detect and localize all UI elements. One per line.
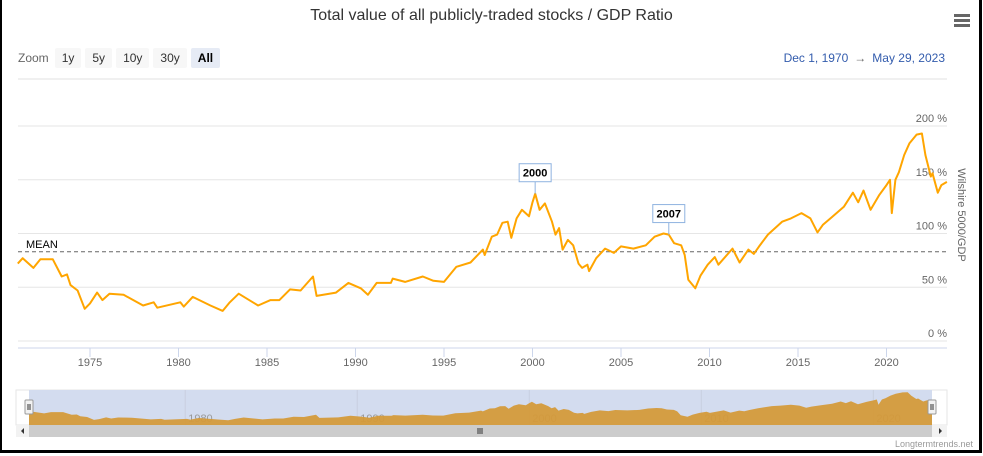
range-arrow: → bbox=[854, 51, 867, 65]
x-tick-label: 2010 bbox=[697, 357, 721, 369]
scroll-right-arrow-icon[interactable] bbox=[939, 428, 942, 434]
y-tick-label: 0 % bbox=[928, 328, 947, 340]
scroll-left-arrow-icon[interactable] bbox=[21, 428, 24, 434]
mean-label: MEAN bbox=[26, 239, 58, 251]
zoom-5y-button[interactable]: 5y bbox=[85, 48, 113, 68]
range-to[interactable]: May 29, 2023 bbox=[872, 51, 945, 65]
x-tick-label: 1985 bbox=[255, 357, 279, 369]
zoom-1y-button[interactable]: 1y bbox=[54, 48, 82, 68]
hamburger-menu-icon[interactable] bbox=[954, 14, 970, 29]
navigator-left-handle[interactable] bbox=[24, 399, 34, 415]
zoom-label: Zoom bbox=[18, 51, 49, 65]
zoom-30y-button[interactable]: 30y bbox=[153, 48, 187, 68]
annotation-label: 2007 bbox=[657, 209, 681, 221]
credit-link[interactable]: Longtermtrends.net bbox=[894, 439, 973, 449]
y-axis-title: Wilshire 5000/GDP bbox=[955, 168, 967, 262]
y-tick-label: 200 % bbox=[916, 113, 947, 125]
y-tick-label: 100 % bbox=[916, 221, 947, 233]
x-tick-label: 1995 bbox=[432, 357, 456, 369]
range-from[interactable]: Dec 1, 1970 bbox=[783, 51, 849, 65]
zoom-controls: Zoom 1y 5y 10y 30y All bbox=[18, 48, 224, 68]
zoom-10y-button[interactable]: 10y bbox=[116, 48, 150, 68]
navigator-right-handle[interactable] bbox=[927, 399, 937, 415]
y-tick-label: 50 % bbox=[922, 274, 947, 286]
x-tick-label: 1975 bbox=[78, 357, 102, 369]
series-line-wilshire-gdp bbox=[17, 132, 948, 312]
chart-title: Total value of all publicly-traded stock… bbox=[310, 7, 673, 24]
y-tick-label: 150 % bbox=[916, 167, 947, 179]
x-tick-label: 2020 bbox=[874, 357, 898, 369]
x-tick-label: 1980 bbox=[166, 357, 190, 369]
annotation-box bbox=[652, 204, 686, 224]
zoom-all-button[interactable]: All bbox=[190, 48, 221, 68]
navigator-series-area bbox=[29, 392, 932, 425]
annotation-box bbox=[518, 163, 552, 183]
x-tick-label: 2015 bbox=[786, 357, 810, 369]
date-range: Dec 1, 1970 → May 29, 2023 bbox=[784, 51, 945, 65]
x-tick-label: 1990 bbox=[343, 357, 367, 369]
annotation-label: 2000 bbox=[523, 168, 547, 180]
x-tick-label: 2005 bbox=[609, 357, 633, 369]
x-tick-label: 2000 bbox=[520, 357, 544, 369]
